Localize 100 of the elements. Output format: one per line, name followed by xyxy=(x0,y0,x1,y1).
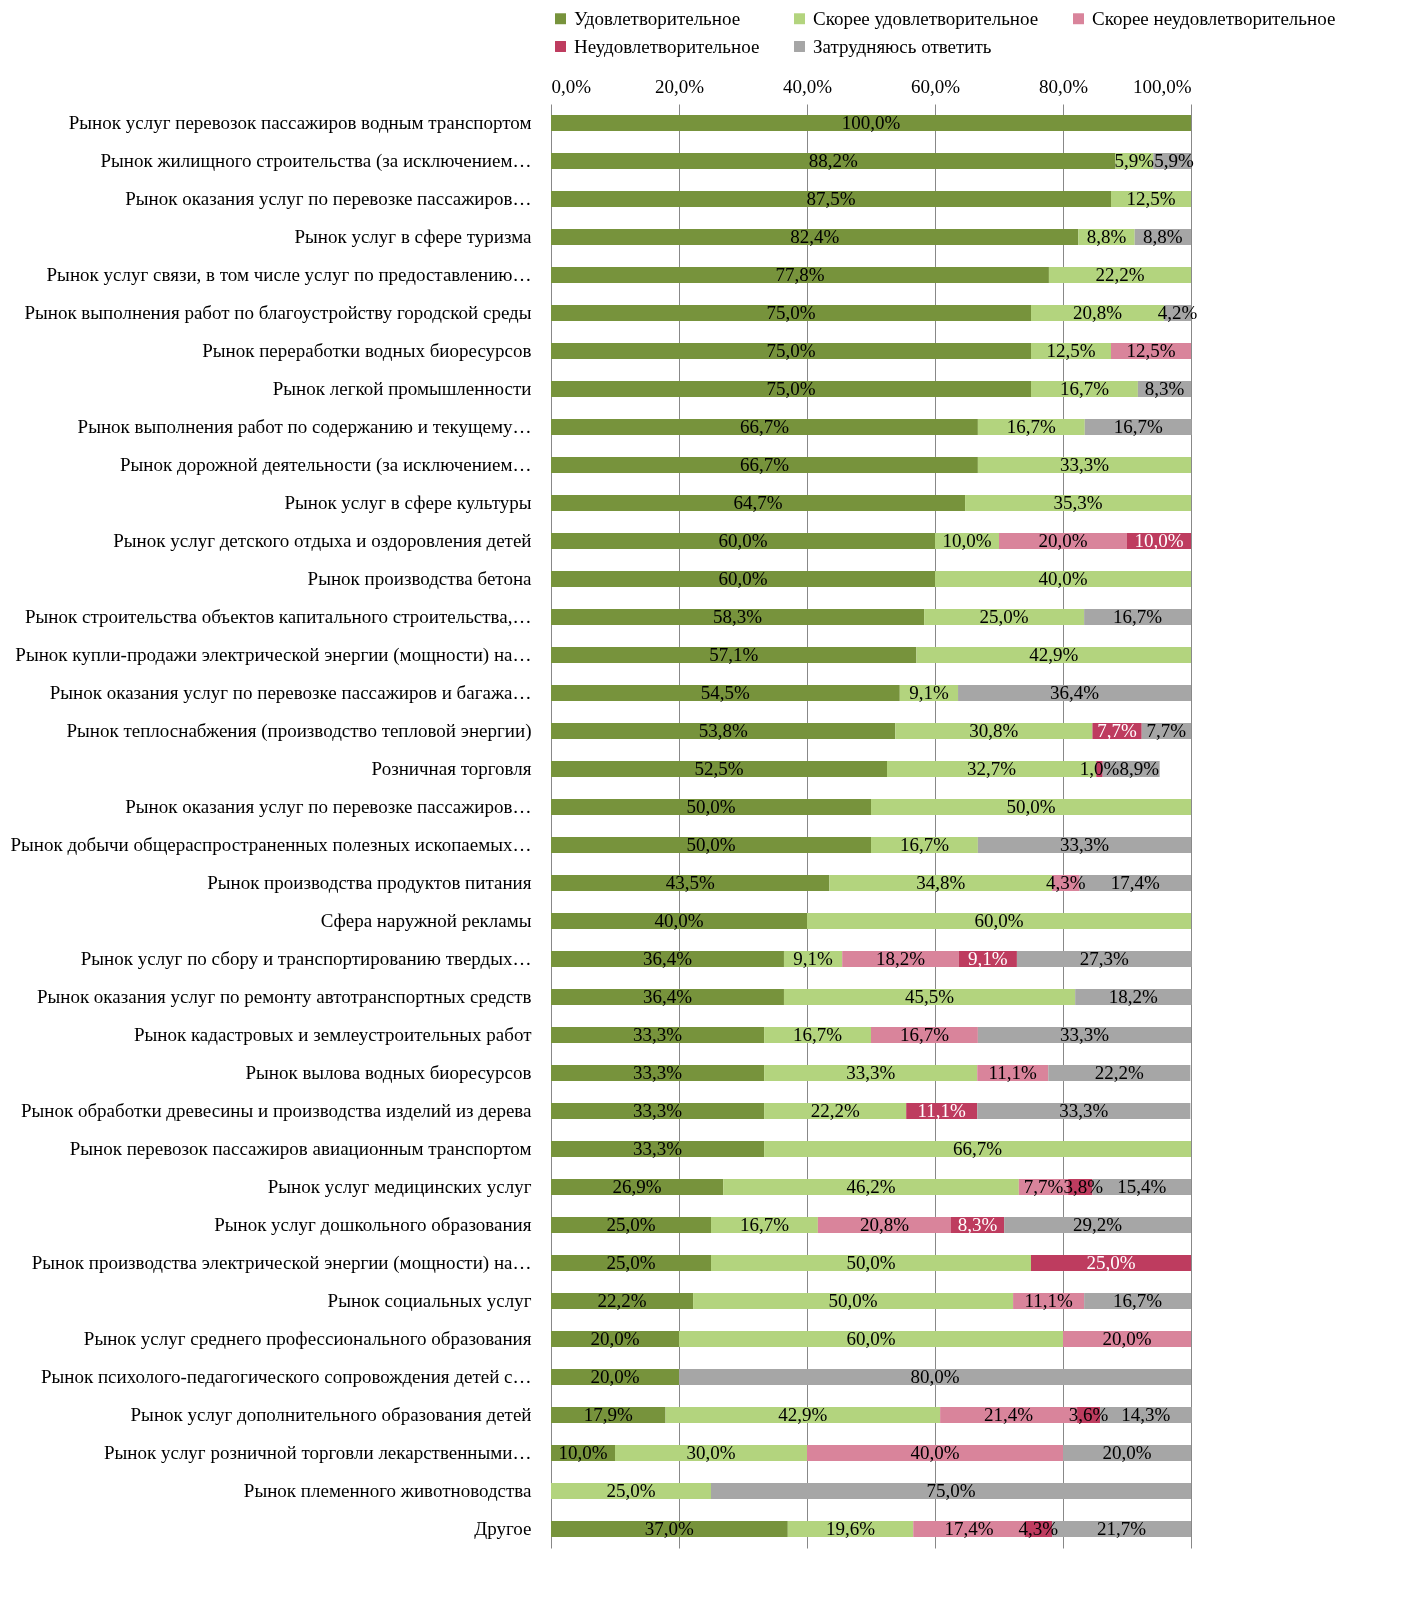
data-label: 66,7% xyxy=(739,416,790,437)
data-label: 60,0% xyxy=(846,1328,896,1349)
y-tick-label: Рынок выполнения работ по благоустройству городской среды xyxy=(24,302,532,323)
data-label: 66,7% xyxy=(739,454,790,475)
data-label: 12,5% xyxy=(1126,188,1176,209)
data-label: 18,2% xyxy=(1108,986,1159,1007)
y-tick-label: Рынок кадастровых и землеустроительных работ xyxy=(133,1024,533,1045)
y-tick-label: Рынок услуг дошкольного образования xyxy=(214,1214,532,1235)
data-label: 30,8% xyxy=(969,720,1019,741)
data-label: 25,0% xyxy=(606,1214,656,1235)
data-label: 50,0% xyxy=(686,834,736,855)
data-label: 52,5% xyxy=(694,758,744,779)
data-label: 16,7% xyxy=(739,1214,790,1235)
data-label: 75,0% xyxy=(926,1480,976,1501)
y-tick-label: Рынок жилищного строительства (за исключением… xyxy=(100,150,532,172)
data-label: 19,6% xyxy=(825,1518,876,1539)
data-label: 9,1% xyxy=(968,948,1008,969)
data-label: 57,1% xyxy=(709,644,759,665)
y-tick-label: Другое xyxy=(474,1518,532,1539)
data-label: 17,4% xyxy=(944,1518,994,1539)
y-tick-label: Рынок добычи общераспространенных полезных ископаемых… xyxy=(10,834,532,855)
data-label: 50,0% xyxy=(686,796,736,817)
data-label: 53,8% xyxy=(698,720,748,741)
data-label: 77,8% xyxy=(775,264,825,285)
y-tick-label: Рынок услуг детского отдыха и оздоровления детей xyxy=(113,530,532,551)
y-tick-label: Рынок услуг розничной торговли лекарственными… xyxy=(103,1442,532,1463)
data-label: 16,7% xyxy=(1113,416,1163,437)
data-label: 33,3% xyxy=(633,1138,683,1159)
data-label: 50,0% xyxy=(846,1252,896,1273)
data-label: 40,0% xyxy=(654,910,704,931)
data-label: 25,0% xyxy=(606,1252,656,1273)
y-tick-label: Рынок услуг связи, в том числе услуг по предоставлению… xyxy=(46,264,532,285)
y-tick-label: Рынок оказания услуг по перевозке пассажиров… xyxy=(125,796,532,817)
data-label: 25,0% xyxy=(1086,1252,1136,1273)
y-tick-label: Рынок психолого-педагогического сопровождения детей с… xyxy=(40,1366,532,1387)
y-tick-label: Рынок переработки водных биоресурсов xyxy=(202,340,532,361)
data-label: 26,9% xyxy=(612,1176,662,1197)
data-label: 9,1% xyxy=(909,682,949,703)
data-label: 30,0% xyxy=(686,1442,736,1463)
data-label: 16,7% xyxy=(1113,606,1163,627)
data-label: 25,0% xyxy=(979,606,1029,627)
y-tick-label: Рынок услуг по сбору и транспортированию твердых… xyxy=(80,948,532,969)
y-tick-label: Рынок производства продуктов питания xyxy=(207,872,532,893)
data-label: 20,8% xyxy=(1073,302,1123,323)
y-tick-label: Рынок строительства объектов капитального строительства,… xyxy=(25,606,532,627)
legend-label: Удовлетворительное xyxy=(574,7,741,29)
data-label: 20,8% xyxy=(859,1214,910,1235)
data-label: 10,0% xyxy=(1134,530,1184,551)
data-label: 21,7% xyxy=(1097,1518,1147,1539)
data-label: 8,8% xyxy=(1086,226,1127,247)
x-tick-label: 20,0% xyxy=(654,75,705,97)
y-tick-label: Рынок услуг в сфере туризма xyxy=(294,226,533,247)
data-label: 16,7% xyxy=(899,1024,950,1045)
data-label: 33,3% xyxy=(1059,1100,1109,1121)
data-label: 75,0% xyxy=(766,378,816,399)
data-label: 60,0% xyxy=(718,568,768,589)
data-label: 35,3% xyxy=(1053,492,1103,513)
y-tick-label: Рынок услуг дополнительного образования детей xyxy=(130,1404,532,1425)
data-label: 5,9% xyxy=(1114,150,1155,171)
data-label: 33,3% xyxy=(1059,454,1110,475)
data-label: 45,5% xyxy=(905,986,955,1007)
data-label: 36,4% xyxy=(1049,682,1100,703)
y-tick-label: Рынок услуг в сфере культуры xyxy=(284,492,532,513)
data-label: 8,3% xyxy=(957,1214,998,1235)
data-label: 7,7% xyxy=(1097,720,1138,741)
data-label: 34,8% xyxy=(916,872,966,893)
y-tick-label: Рынок производства электрической энергии (мощности) на… xyxy=(31,1252,532,1274)
data-label: 100,0% xyxy=(841,112,901,133)
data-label: 4,2% xyxy=(1157,302,1198,323)
x-tick-label: 60,0% xyxy=(910,75,961,97)
data-label: 20,0% xyxy=(1102,1442,1152,1463)
y-tick-label: Рынок выполнения работ по содержанию и текущему… xyxy=(77,416,532,437)
data-label: 11,1% xyxy=(1024,1290,1073,1311)
data-label: 20,0% xyxy=(590,1328,640,1349)
data-label: 33,3% xyxy=(1059,1024,1110,1045)
data-label: 16,7% xyxy=(1006,416,1057,437)
data-label: 66,7% xyxy=(953,1138,1003,1159)
y-tick-label: Рынок дорожной деятельности (за исключением… xyxy=(120,454,532,476)
data-label: 58,3% xyxy=(713,606,763,627)
x-tick-label: 100,0% xyxy=(1132,75,1192,97)
data-label: 33,3% xyxy=(1059,834,1110,855)
data-label: 40,0% xyxy=(1038,568,1088,589)
y-tick-label: Розничная торговля xyxy=(371,758,532,779)
data-label: 10,0% xyxy=(942,530,992,551)
x-tick-label: 80,0% xyxy=(1038,75,1089,97)
data-label: 15,4% xyxy=(1117,1176,1167,1197)
data-label: 7,7% xyxy=(1023,1176,1064,1197)
data-label: 7,7% xyxy=(1146,720,1187,741)
y-tick-label: Рынок оказания услуг по ремонту автотранспортных средств xyxy=(36,986,532,1007)
data-label: 8,8% xyxy=(1143,226,1183,247)
data-label: 18,2% xyxy=(875,948,926,969)
data-label: 80,0% xyxy=(910,1366,960,1387)
data-label: 8,3% xyxy=(1144,378,1185,399)
y-tick-label: Рынок оказания услуг по перевозке пассажиров… xyxy=(125,188,532,209)
y-tick-label: Рынок социальных услуг xyxy=(327,1290,532,1311)
data-label: 17,4% xyxy=(1110,872,1161,893)
data-label: 22,2% xyxy=(1094,1062,1145,1083)
y-tick-label: Рынок услуг медицинских услуг xyxy=(267,1176,532,1197)
legend-label: Затрудняюсь ответить xyxy=(813,35,992,57)
data-label: 12,5% xyxy=(1046,340,1096,361)
